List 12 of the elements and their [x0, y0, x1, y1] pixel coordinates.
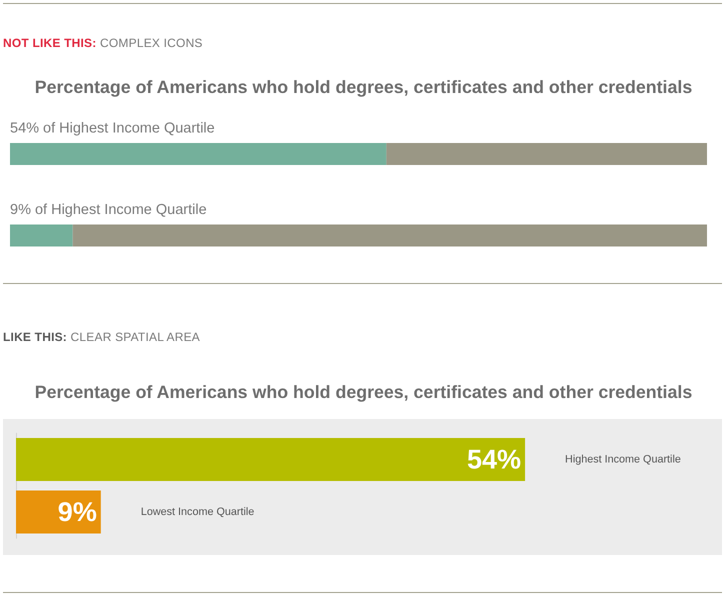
chart-title: Percentage of Americans who hold degrees, certificates and other credentials — [34, 382, 692, 402]
data-label: 9% — [58, 497, 97, 527]
text: COMPLEX ICONS — [100, 36, 203, 50]
y-tick-label: Highest Income Quartile — [565, 454, 681, 466]
text: LIKE THIS: — [3, 330, 67, 344]
text: CLEAR SPATIAL AREA — [70, 330, 200, 344]
y-tick-label: 54% of Highest Income Quartile — [10, 120, 215, 136]
y-tick-label: 9% of Highest Income Quartile — [10, 202, 207, 218]
text: NOT LIKE THIS: — [3, 36, 96, 50]
chart-title: Percentage of Americans who hold degrees, certificates and other credentials — [34, 77, 692, 97]
y-tick-label: Lowest Income Quartile — [140, 506, 254, 518]
data-label: 54% — [466, 444, 522, 474]
